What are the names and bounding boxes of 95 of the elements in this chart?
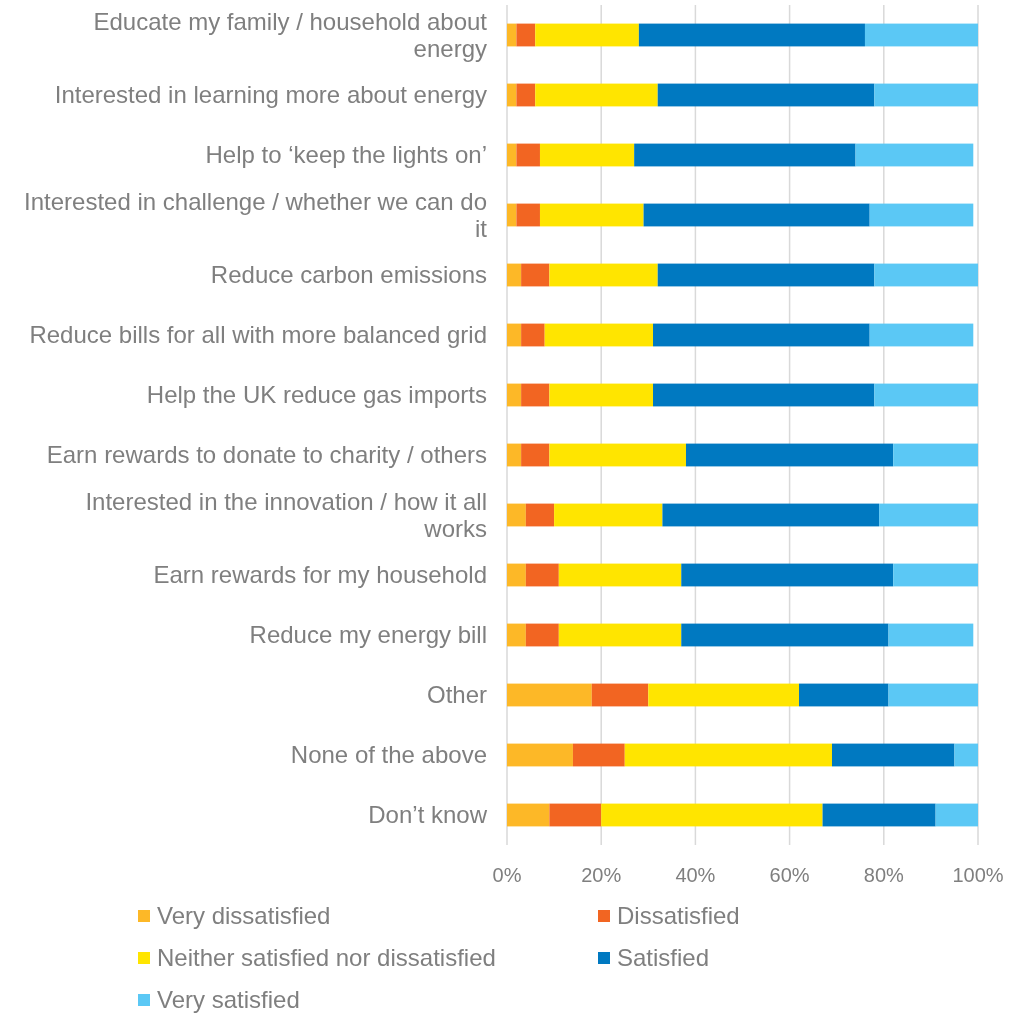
legend-label: Very dissatisfied: [157, 902, 331, 930]
x-tick-label: 60%: [769, 864, 810, 886]
bar: [521, 443, 550, 467]
bar: [507, 23, 517, 47]
bar: [549, 263, 658, 287]
bar: [869, 323, 974, 347]
bar: [601, 803, 823, 827]
y-tick-label: Earn rewards for my household: [153, 561, 487, 589]
bar: [507, 803, 550, 827]
bar: [864, 23, 978, 47]
bar: [521, 323, 545, 347]
bar: [507, 83, 517, 107]
bar: [549, 383, 654, 407]
bar: [525, 503, 555, 527]
bar: [831, 743, 955, 767]
y-tick-label: Reduce carbon emissions: [210, 261, 487, 289]
bar: [888, 623, 974, 647]
bar: [681, 563, 894, 587]
y-tick-label: Interested in the innovation / how it all works: [85, 487, 487, 542]
bar: [521, 263, 550, 287]
bar: [653, 323, 870, 347]
bar: [507, 203, 517, 227]
bar: [643, 203, 870, 227]
bar: [685, 443, 894, 467]
bar: [591, 683, 649, 707]
bar: [572, 743, 625, 767]
legend-label: Neither satisfied nor dissatisfied: [157, 944, 496, 972]
bar: [893, 443, 978, 467]
bar: [507, 143, 517, 167]
bar: [507, 503, 526, 527]
bar: [507, 323, 522, 347]
bar: [507, 623, 526, 647]
bar: [874, 83, 978, 107]
bar: [549, 803, 602, 827]
bar: [507, 263, 522, 287]
bar: [558, 563, 682, 587]
y-tick-label: Help the UK reduce gas imports: [146, 381, 487, 409]
y-tick-label: Reduce bills for all with more balanced grid: [29, 321, 487, 349]
bar: [535, 23, 639, 47]
legend-label: Dissatisfied: [617, 902, 740, 930]
bar: [888, 683, 978, 707]
bar: [954, 743, 978, 767]
bar: [874, 263, 978, 287]
legend-label: Very satisfied: [157, 986, 300, 1014]
bar: [879, 503, 978, 527]
x-tick-label: 40%: [675, 864, 716, 886]
bar: [507, 683, 592, 707]
bar: [624, 743, 832, 767]
x-tick-label: 20%: [581, 864, 622, 886]
bar: [507, 563, 526, 587]
bar: [799, 683, 889, 707]
bar: [525, 563, 559, 587]
bar: [638, 23, 865, 47]
bar: [521, 383, 550, 407]
y-tick-label: None of the above: [290, 741, 487, 769]
legend-label: Satisfied: [617, 944, 710, 972]
y-tick-label: Earn rewards to donate to charity / others: [46, 441, 487, 469]
bar: [657, 263, 875, 287]
bar: [648, 683, 800, 707]
bar: [507, 743, 573, 767]
bar: [869, 203, 974, 227]
bar: [516, 23, 536, 47]
bar: [662, 503, 880, 527]
bar: [549, 443, 686, 467]
bar: [516, 203, 540, 227]
bar: [558, 623, 682, 647]
bar: [525, 623, 559, 647]
bar: [544, 323, 654, 347]
bar: [935, 803, 978, 827]
bar: [507, 383, 522, 407]
bar: [539, 203, 644, 227]
bar: [554, 503, 663, 527]
bar: [893, 563, 978, 587]
bar: [516, 83, 536, 107]
y-tick-label: Don’t know: [368, 801, 488, 829]
bar: [657, 83, 875, 107]
x-tick-label: 100%: [952, 864, 1004, 886]
y-tick-label: Reduce my energy bill: [249, 621, 487, 649]
bar: [681, 623, 889, 647]
bar: [516, 143, 540, 167]
y-tick-label: Other: [426, 681, 487, 709]
bar: [822, 803, 936, 827]
x-tick-label: 80%: [863, 864, 905, 886]
bar: [634, 143, 856, 167]
y-tick-label: Educate my family / household about energy: [93, 7, 488, 62]
bar: [874, 383, 978, 407]
bar: [855, 143, 974, 167]
x-tick-label: 0%: [492, 864, 522, 886]
bar: [535, 83, 658, 107]
y-tick-label: Help to ‘keep the lights on’: [205, 141, 487, 169]
bar: [539, 143, 635, 167]
y-tick-label: Interested in challenge / whether we can do it: [24, 187, 488, 242]
bar: [507, 443, 522, 467]
y-tick-label: Interested in learning more about energy: [54, 81, 487, 109]
bar: [653, 383, 875, 407]
